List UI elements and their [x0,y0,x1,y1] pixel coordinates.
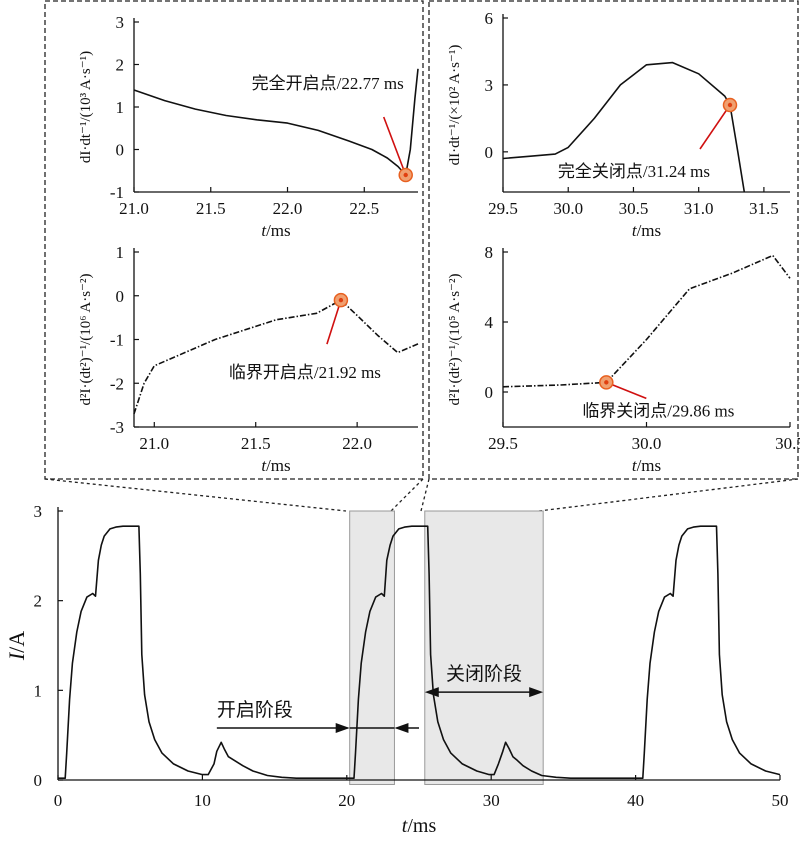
y-tick-label: 0 [116,287,125,306]
x-tick-label: 29.5 [488,434,518,453]
panel-top-right: 29.5 30.0 30.5 31.0 31.5 0 3 6 t/ms dI·dt⁻¹/(×10²… [447,9,790,240]
x-tick-label: 29.5 [488,199,518,218]
panel-bottom-left: 21.0 21.5 22.0 -3 -2 -1 0 1 t/ms d²I·(dt²)⁻¹/(10⁶… [78,243,419,475]
x-tick-label: 30.0 [632,434,662,453]
y-tick-label: 0 [485,383,494,402]
y-tick-label: 0 [34,771,43,790]
marker-leader-line [326,299,342,345]
y-axis-label: dI·dt⁻¹/(×10² A·s⁻¹) [447,45,463,166]
x-tick-label: 50 [772,791,789,810]
connector-line [538,478,799,512]
y-tick-label: 2 [116,56,125,75]
marker-point-core [727,102,733,108]
x-tick-label: 30.5 [775,434,800,453]
x-tick-label: 0 [54,791,63,810]
x-tick-label: 30.5 [619,199,649,218]
y-tick-label: -2 [110,374,124,393]
shaded-region [424,510,544,785]
y-tick-label: 0 [485,143,494,162]
y-axis-label: d²I·(dt²)⁻¹/(10⁵ A·s⁻²) [447,274,463,406]
phase-arrow-head [424,687,439,698]
shaded-region [349,510,395,785]
series-line [58,525,781,780]
marker-leader-line [699,104,731,150]
inset-frame-left [44,0,424,480]
x-axis-label: t/ms [261,456,290,475]
x-tick-label: 20 [338,791,355,810]
x-tick-label: 31.0 [684,199,714,218]
series-line [502,254,791,388]
marker-label: 临界关闭点/29.86 ms [582,401,734,420]
y-tick-label: 3 [34,502,43,521]
y-tick-label: 6 [485,9,494,28]
phase-arrow-head [335,722,350,733]
y-tick-label: 1 [34,681,43,700]
connector-line [390,478,424,512]
y-tick-label: 2 [34,592,43,611]
y-tick-label: -1 [110,331,124,350]
connector-line [44,478,347,512]
y-tick-label: -1 [110,183,124,202]
marker-leader-line [382,116,407,176]
phase-arrow-head [529,687,544,698]
marker-label: 临界开启点/21.92 ms [229,363,381,382]
x-axis-label: t/ms [632,456,661,475]
panel-main: 0 10 20 30 40 50 0 1 2 3 t/ms I/A 开启阶段 关闭阶段 [4,502,789,837]
x-tick-label: 30 [483,791,500,810]
x-tick-label: 31.5 [749,199,779,218]
phase-arrow-head [394,722,409,733]
x-tick-label: 21.5 [196,199,226,218]
y-tick-label: 3 [116,13,125,32]
y-tick-label: 1 [116,243,125,262]
y-axis-label: I/A [4,631,29,661]
x-tick-label: 22.0 [273,199,303,218]
marker-point-core [338,297,344,303]
marker-label: 完全开启点/22.77 ms [252,74,404,93]
y-tick-label: 3 [485,76,494,95]
x-tick-label: 10 [194,791,211,810]
y-tick-label: 8 [485,243,494,262]
panel-bottom-right: 29.5 30.0 30.5 0 4 8 t/ms d²I·(dt²)⁻¹/(10⁵ A·s⁻… [447,243,800,475]
phase-label-closing: 关闭阶段 [446,663,522,685]
y-tick-label: -3 [110,418,124,437]
x-tick-label: 30.0 [553,199,583,218]
panel-top-left: 21.0 21.5 22.0 22.5 -1 0 1 2 3 t/ms dI·dt⁻¹/(10³ A… [78,13,419,240]
y-tick-label: 4 [485,313,494,332]
marker-label: 完全关闭点/31.24 ms [558,162,710,181]
phase-label-opening: 开启阶段 [217,699,293,721]
x-tick-label: 22.0 [342,434,372,453]
series-line [133,68,419,176]
x-tick-label: 21.5 [241,434,271,453]
x-tick-label: 21.0 [139,434,169,453]
x-axis-label: t/ms [261,221,290,240]
marker-point-core [403,172,408,178]
x-axis-label: t/ms [402,815,437,837]
y-axis-label: d²I·(dt²)⁻¹/(10⁶ A·s⁻²) [78,274,94,406]
y-axis-label: dI·dt⁻¹/(10³ A·s⁻¹) [78,51,94,163]
x-axis-label: t/ms [632,221,661,240]
inset-frame-right [428,0,799,480]
series-line [133,299,419,415]
x-tick-label: 22.5 [349,199,379,218]
y-tick-label: 1 [116,98,125,117]
y-tick-label: 0 [116,141,125,160]
connector-line [420,478,430,512]
marker-point-core [604,380,609,385]
x-tick-label: 40 [627,791,644,810]
x-tick-label: 21.0 [119,199,149,218]
